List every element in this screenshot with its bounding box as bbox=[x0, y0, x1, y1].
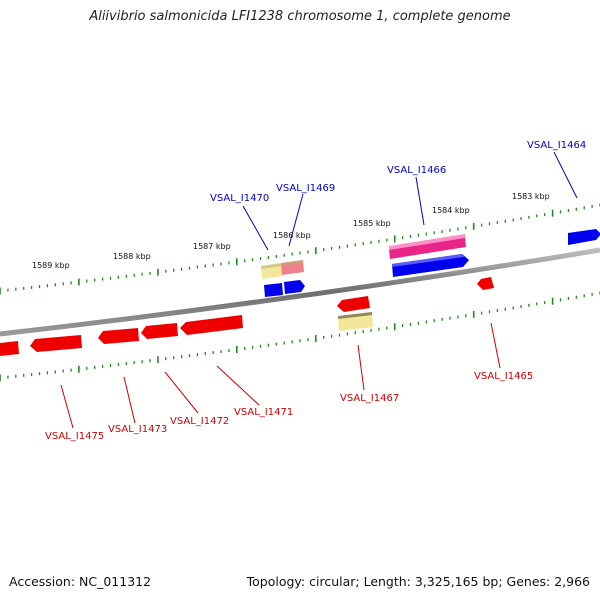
gene-feature-rna[interactable] bbox=[389, 237, 466, 259]
gene-feature-cds[interactable] bbox=[98, 328, 139, 344]
accession-text: Accession: NC_011312 bbox=[9, 574, 152, 589]
kbp-label: 1583 kbp bbox=[512, 192, 550, 201]
page-title: Aliivibrio salmonicida LFI1238 chromosom… bbox=[89, 9, 511, 24]
leader-line bbox=[242, 205, 269, 251]
gene-label-reverse[interactable]: VSAL_I1471 bbox=[234, 407, 293, 418]
gene-label-reverse[interactable]: VSAL_I1475 bbox=[45, 431, 104, 442]
gene-feature-cds[interactable] bbox=[30, 335, 82, 352]
gene-feature-rna-highlight bbox=[389, 234, 465, 250]
leader-line bbox=[357, 344, 365, 391]
gene-feature-cds[interactable] bbox=[477, 277, 494, 290]
gene-feature-cds[interactable] bbox=[284, 280, 305, 294]
leader-line bbox=[164, 371, 199, 414]
gene-label-forward[interactable]: VSAL_I1466 bbox=[387, 165, 446, 176]
gene-feature-cds[interactable] bbox=[392, 254, 469, 277]
forward-features bbox=[261, 229, 600, 297]
outer-tick-track bbox=[0, 203, 600, 295]
gene-feature-cds[interactable] bbox=[337, 296, 370, 312]
gene-label-forward[interactable]: VSAL_I1464 bbox=[527, 140, 586, 151]
gene-feature-cds[interactable] bbox=[141, 323, 178, 339]
leader-line bbox=[123, 376, 136, 424]
leader-line bbox=[490, 322, 501, 369]
gene-feature-pseudo-edge bbox=[338, 312, 372, 319]
gene-feature-cds[interactable] bbox=[568, 229, 600, 245]
gene-label-forward[interactable]: VSAL_I1469 bbox=[276, 183, 335, 194]
gene-label-reverse[interactable]: VSAL_I1473 bbox=[108, 424, 167, 435]
gene-label-reverse[interactable]: VSAL_I1467 bbox=[340, 393, 399, 404]
leader-line bbox=[288, 193, 304, 247]
kbp-label: 1587 kbp bbox=[193, 242, 231, 251]
leader-line bbox=[415, 176, 425, 226]
gene-feature-cds-highlight bbox=[392, 254, 464, 267]
reverse-features bbox=[0, 277, 494, 356]
kbp-label: 1589 kbp bbox=[32, 261, 70, 270]
leader-line bbox=[216, 365, 260, 406]
gene-feature-cds[interactable] bbox=[0, 341, 19, 356]
inner-tick-track bbox=[0, 291, 600, 382]
gene-label-reverse[interactable]: VSAL_I1472 bbox=[170, 416, 229, 427]
label-leaders bbox=[60, 151, 578, 429]
gene-feature-cds[interactable] bbox=[264, 283, 283, 297]
kbp-label: 1584 kbp bbox=[432, 206, 470, 215]
kbp-label: 1588 kbp bbox=[113, 252, 151, 261]
gene-label-reverse[interactable]: VSAL_I1465 bbox=[474, 371, 533, 382]
gene-label-forward[interactable]: VSAL_I1470 bbox=[210, 193, 269, 204]
gene-feature-pseudo-edge bbox=[261, 260, 303, 269]
leader-line bbox=[553, 151, 578, 199]
genome-summary-text: Topology: circular; Length: 3,325,165 bp… bbox=[246, 574, 590, 589]
leader-line bbox=[60, 384, 74, 429]
kbp-label: 1585 kbp bbox=[353, 219, 391, 228]
gene-feature-cds[interactable] bbox=[180, 315, 243, 335]
chromosome-backbone bbox=[0, 247, 600, 337]
